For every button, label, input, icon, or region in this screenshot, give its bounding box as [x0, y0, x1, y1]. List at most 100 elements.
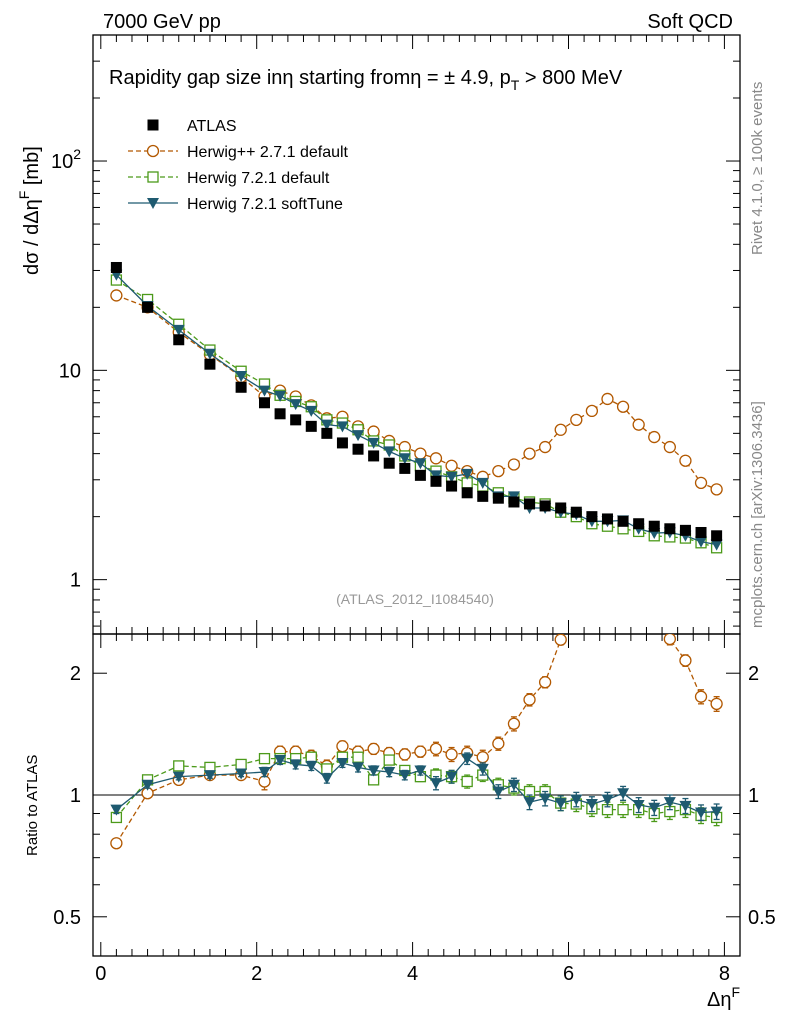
ratio-point [710, 806, 723, 818]
series-herwig-7-2-1-softtune [110, 269, 723, 551]
rivet-version-label: Rivet 4.1.0, ≥ 100k events [749, 82, 766, 255]
ratio-point [617, 804, 629, 816]
header-right: Soft QCD [647, 11, 733, 33]
data-point [429, 452, 443, 465]
ratio-point [352, 751, 364, 763]
ratio-point [445, 748, 458, 761]
data-point [710, 539, 723, 551]
data-point [274, 408, 286, 420]
data-point [368, 450, 380, 462]
ratio-point [461, 775, 473, 788]
data-point [305, 405, 318, 417]
ratio-point [571, 611, 582, 622]
data-point [399, 462, 411, 474]
legend-marker [147, 119, 159, 131]
data-point [235, 370, 248, 382]
ratio-point [632, 799, 645, 811]
data-point [110, 261, 122, 273]
data-point [398, 453, 411, 465]
chart-title: Rapidity gap size inη starting fromη = ±… [109, 67, 623, 93]
ratio-point [235, 768, 248, 780]
x-tick-label: 2 [251, 963, 262, 985]
ratio-point [523, 693, 536, 706]
ratio-point [320, 773, 333, 785]
ratio-y-axis-label: Ratio to ATLAS [24, 755, 41, 856]
x-axis-label-sup: F [731, 984, 740, 1000]
ratio-point [679, 654, 692, 667]
y-axis-label-sup: F [16, 191, 32, 200]
data-point [142, 301, 154, 313]
legend-label: Herwig 7.2.1 default [187, 170, 330, 187]
ratio-point [507, 779, 520, 791]
data-point [601, 513, 613, 525]
data-point [274, 390, 287, 402]
ratio-point [601, 794, 614, 806]
ratio-y-tick-label-right: 1 [748, 785, 759, 807]
ratio-point [695, 807, 708, 819]
legend-label: Herwig++ 2.7.1 default [187, 144, 349, 161]
data-point [555, 502, 567, 514]
ratio-point [476, 763, 489, 775]
ratio-point [523, 797, 536, 809]
analysis-tag: (ATLAS_2012_I1084540) [336, 591, 494, 607]
ratio-point [492, 737, 505, 750]
y-axis-label-main: dσ / dΔη [21, 199, 43, 275]
data-point [172, 324, 185, 336]
data-point [446, 480, 458, 492]
data-point [648, 430, 661, 444]
ratio-point [258, 766, 271, 778]
header-left: 7000 GeV pp [103, 11, 221, 33]
data-point [258, 385, 271, 397]
x-tick-label: 4 [407, 963, 418, 985]
data-point [617, 515, 629, 527]
x-tick-label: 0 [95, 963, 106, 985]
legend-item: Herwig 7.2.1 default [128, 170, 330, 187]
data-point [445, 471, 458, 483]
ratio-point [172, 771, 185, 783]
data-point [695, 526, 707, 538]
x-tick-label: 8 [719, 963, 730, 985]
data-point [336, 421, 349, 433]
ratio-point [570, 794, 583, 806]
chart-title-tail: > 800 MeV [519, 67, 623, 89]
data-point [414, 469, 426, 481]
ratio-point [538, 676, 552, 689]
data-point [492, 464, 505, 478]
legend-marker [147, 198, 159, 209]
legend-item: Herwig++ 2.7.1 default [128, 144, 349, 161]
data-point [235, 381, 247, 393]
ratio-point [367, 742, 380, 756]
ratio-point [585, 799, 598, 811]
legend-label: ATLAS [187, 118, 237, 135]
ratio-point [539, 793, 552, 805]
data-point [204, 358, 216, 370]
data-point [570, 506, 582, 518]
data-point [477, 490, 489, 502]
data-point [305, 420, 317, 432]
data-point [648, 520, 660, 532]
ratio-y-axis: 0.5 0.5 1 1 2 2 [53, 663, 776, 957]
data-point [290, 414, 302, 426]
data-point [664, 523, 676, 535]
ratio-point [305, 760, 318, 772]
ratio-point [445, 771, 458, 783]
ratio-point [258, 752, 271, 765]
data-point [352, 443, 364, 455]
ratio-point [383, 766, 396, 778]
x-axis-label: ΔηF [707, 984, 740, 1011]
data-point [383, 457, 395, 469]
data-point [414, 447, 427, 460]
data-point [258, 397, 270, 409]
main-plot-series [110, 261, 723, 554]
ratio-point [235, 758, 247, 771]
legend-marker [146, 144, 160, 158]
ratio-point [476, 751, 489, 764]
data-point [352, 430, 365, 442]
ratio-point [617, 788, 630, 800]
x-tick-label: 6 [563, 963, 574, 985]
ratio-point [492, 786, 505, 798]
series-herwig-7-2-1-default [110, 274, 723, 554]
y-axis-label: dσ / dΔηF [mb] [16, 146, 43, 275]
